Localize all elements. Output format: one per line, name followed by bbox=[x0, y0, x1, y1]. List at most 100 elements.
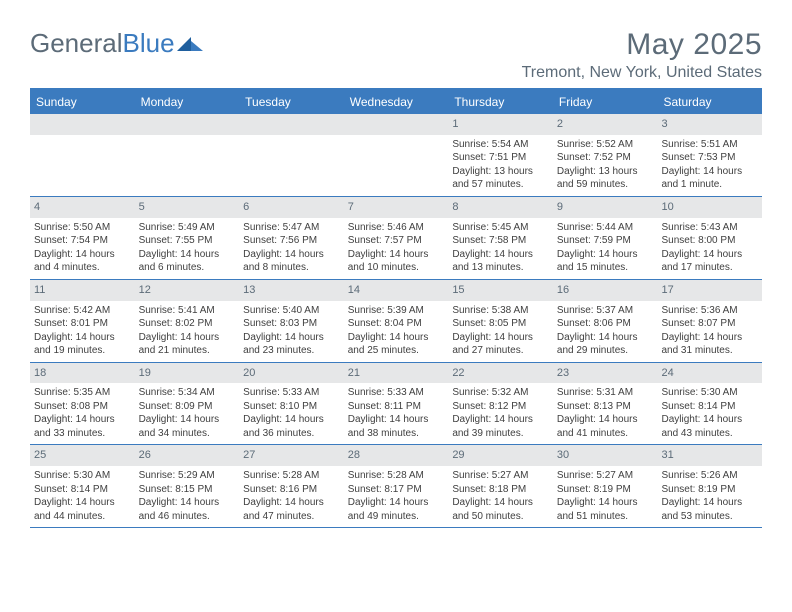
sunrise-line: Sunrise: 5:50 AM bbox=[34, 221, 131, 235]
date-number: 13 bbox=[239, 280, 344, 301]
calendar-cell: 21Sunrise: 5:33 AMSunset: 8:11 PMDayligh… bbox=[344, 363, 449, 445]
logo-text-1: General bbox=[30, 28, 123, 59]
date-number: 9 bbox=[553, 197, 658, 218]
logo: GeneralBlue bbox=[30, 28, 203, 59]
day-header: Monday bbox=[135, 90, 240, 114]
cell-body: Sunrise: 5:51 AMSunset: 7:53 PMDaylight:… bbox=[657, 138, 762, 196]
daylight-line: Daylight: 14 hours and 10 minutes. bbox=[348, 248, 445, 275]
date-number: 27 bbox=[239, 445, 344, 466]
sunset-line: Sunset: 8:11 PM bbox=[348, 400, 445, 414]
date-number: 16 bbox=[553, 280, 658, 301]
daylight-line: Daylight: 14 hours and 31 minutes. bbox=[661, 331, 758, 358]
sunrise-line: Sunrise: 5:40 AM bbox=[243, 304, 340, 318]
sunset-line: Sunset: 7:58 PM bbox=[452, 234, 549, 248]
calendar-cell: 24Sunrise: 5:30 AMSunset: 8:14 PMDayligh… bbox=[657, 363, 762, 445]
sunrise-line: Sunrise: 5:38 AM bbox=[452, 304, 549, 318]
sunrise-line: Sunrise: 5:33 AM bbox=[348, 386, 445, 400]
calendar-cell: 17Sunrise: 5:36 AMSunset: 8:07 PMDayligh… bbox=[657, 280, 762, 362]
date-number: 5 bbox=[135, 197, 240, 218]
sunset-line: Sunset: 8:17 PM bbox=[348, 483, 445, 497]
cell-body: Sunrise: 5:30 AMSunset: 8:14 PMDaylight:… bbox=[30, 469, 135, 527]
cell-body: Sunrise: 5:49 AMSunset: 7:55 PMDaylight:… bbox=[135, 221, 240, 279]
location: Tremont, New York, United States bbox=[522, 64, 762, 82]
date-number: 6 bbox=[239, 197, 344, 218]
daylight-line: Daylight: 14 hours and 47 minutes. bbox=[243, 496, 340, 523]
cell-body: Sunrise: 5:27 AMSunset: 8:18 PMDaylight:… bbox=[448, 469, 553, 527]
sunset-line: Sunset: 8:08 PM bbox=[34, 400, 131, 414]
calendar-cell: 27 Sunrise: 5:28 AMSunset: 8:16 PMDayligh… bbox=[239, 445, 344, 527]
cell-body: Sunrise: 5:35 AMSunset: 8:08 PMDaylight:… bbox=[30, 386, 135, 444]
daylight-line: Daylight: 14 hours and 34 minutes. bbox=[139, 413, 236, 440]
daylight-line: Daylight: 14 hours and 19 minutes. bbox=[34, 331, 131, 358]
week-row: 11Sunrise: 5:42 AMSunset: 8:01 PMDayligh… bbox=[30, 280, 762, 363]
cell-body: Sunrise: 5:46 AMSunset: 7:57 PMDaylight:… bbox=[344, 221, 449, 279]
sunrise-line: Sunrise: 5:27 AM bbox=[452, 469, 549, 483]
cell-body: Sunrise: 5:42 AMSunset: 8:01 PMDaylight:… bbox=[30, 304, 135, 362]
daylight-line: Daylight: 14 hours and 6 minutes. bbox=[139, 248, 236, 275]
date-number: 30 bbox=[553, 445, 658, 466]
calendar-cell: 12Sunrise: 5:41 AMSunset: 8:02 PMDayligh… bbox=[135, 280, 240, 362]
daylight-line: Daylight: 14 hours and 43 minutes. bbox=[661, 413, 758, 440]
calendar-cell: 11Sunrise: 5:42 AMSunset: 8:01 PMDayligh… bbox=[30, 280, 135, 362]
calendar-cell bbox=[344, 114, 449, 196]
calendar-cell: 23Sunrise: 5:31 AMSunset: 8:13 PMDayligh… bbox=[553, 363, 658, 445]
calendar-cell: 22Sunrise: 5:32 AMSunset: 8:12 PMDayligh… bbox=[448, 363, 553, 445]
daylight-line: Daylight: 14 hours and 8 minutes. bbox=[243, 248, 340, 275]
daylight-line: Daylight: 14 hours and 36 minutes. bbox=[243, 413, 340, 440]
cell-body: Sunrise: 5:50 AMSunset: 7:54 PMDaylight:… bbox=[30, 221, 135, 279]
cell-body: Sunrise: 5:43 AMSunset: 8:00 PMDaylight:… bbox=[657, 221, 762, 279]
calendar-cell: 18Sunrise: 5:35 AMSunset: 8:08 PMDayligh… bbox=[30, 363, 135, 445]
header: GeneralBlue May 2025 Tremont, New York, … bbox=[30, 28, 762, 82]
sunrise-line: Sunrise: 5:46 AM bbox=[348, 221, 445, 235]
date-number: 3 bbox=[657, 114, 762, 135]
sunset-line: Sunset: 7:52 PM bbox=[557, 151, 654, 165]
date-number: 19 bbox=[135, 363, 240, 384]
day-headers-row: SundayMondayTuesdayWednesdayThursdayFrid… bbox=[30, 90, 762, 114]
sunset-line: Sunset: 8:10 PM bbox=[243, 400, 340, 414]
sunset-line: Sunset: 7:51 PM bbox=[452, 151, 549, 165]
calendar-cell: 9 Sunrise: 5:44 AMSunset: 7:59 PMDaylight… bbox=[553, 197, 658, 279]
logo-text-2: Blue bbox=[123, 28, 175, 59]
calendar-cell: 26Sunrise: 5:29 AMSunset: 8:15 PMDayligh… bbox=[135, 445, 240, 527]
daylight-line: Daylight: 14 hours and 1 minute. bbox=[661, 165, 758, 192]
sunset-line: Sunset: 7:55 PM bbox=[139, 234, 236, 248]
cell-body: Sunrise: 5:28 AMSunset: 8:17 PMDaylight:… bbox=[344, 469, 449, 527]
calendar-cell: 4Sunrise: 5:50 AMSunset: 7:54 PMDaylight… bbox=[30, 197, 135, 279]
date-number: 29 bbox=[448, 445, 553, 466]
cell-body: Sunrise: 5:33 AMSunset: 8:11 PMDaylight:… bbox=[344, 386, 449, 444]
daylight-line: Daylight: 14 hours and 41 minutes. bbox=[557, 413, 654, 440]
date-number: 18 bbox=[30, 363, 135, 384]
day-header: Wednesday bbox=[344, 90, 449, 114]
sunset-line: Sunset: 8:16 PM bbox=[243, 483, 340, 497]
date-number: 21 bbox=[344, 363, 449, 384]
day-header: Friday bbox=[553, 90, 658, 114]
day-header: Sunday bbox=[30, 90, 135, 114]
day-header: Thursday bbox=[448, 90, 553, 114]
calendar-cell: 3 Sunrise: 5:51 AMSunset: 7:53 PMDaylight… bbox=[657, 114, 762, 196]
calendar-cell bbox=[30, 114, 135, 196]
sunset-line: Sunset: 8:02 PM bbox=[139, 317, 236, 331]
cell-body: Sunrise: 5:47 AMSunset: 7:56 PMDaylight:… bbox=[239, 221, 344, 279]
sunrise-line: Sunrise: 5:30 AM bbox=[34, 469, 131, 483]
sunset-line: Sunset: 7:56 PM bbox=[243, 234, 340, 248]
date-number: 17 bbox=[657, 280, 762, 301]
sunrise-line: Sunrise: 5:29 AM bbox=[139, 469, 236, 483]
sunset-line: Sunset: 8:19 PM bbox=[557, 483, 654, 497]
cell-body: Sunrise: 5:26 AMSunset: 8:19 PMDaylight:… bbox=[657, 469, 762, 527]
week-row: 4Sunrise: 5:50 AMSunset: 7:54 PMDaylight… bbox=[30, 197, 762, 280]
date-number: 25 bbox=[30, 445, 135, 466]
sunrise-line: Sunrise: 5:32 AM bbox=[452, 386, 549, 400]
sunrise-line: Sunrise: 5:31 AM bbox=[557, 386, 654, 400]
sunset-line: Sunset: 8:00 PM bbox=[661, 234, 758, 248]
daylight-line: Daylight: 14 hours and 17 minutes. bbox=[661, 248, 758, 275]
date-number: 24 bbox=[657, 363, 762, 384]
logo-mark-icon bbox=[177, 35, 203, 53]
calendar-cell: 5 Sunrise: 5:49 AMSunset: 7:55 PMDaylight… bbox=[135, 197, 240, 279]
sunrise-line: Sunrise: 5:36 AM bbox=[661, 304, 758, 318]
sunset-line: Sunset: 7:54 PM bbox=[34, 234, 131, 248]
sunrise-line: Sunrise: 5:28 AM bbox=[243, 469, 340, 483]
sunrise-line: Sunrise: 5:45 AM bbox=[452, 221, 549, 235]
cell-body: Sunrise: 5:44 AMSunset: 7:59 PMDaylight:… bbox=[553, 221, 658, 279]
date-number: 14 bbox=[344, 280, 449, 301]
cell-body: Sunrise: 5:34 AMSunset: 8:09 PMDaylight:… bbox=[135, 386, 240, 444]
